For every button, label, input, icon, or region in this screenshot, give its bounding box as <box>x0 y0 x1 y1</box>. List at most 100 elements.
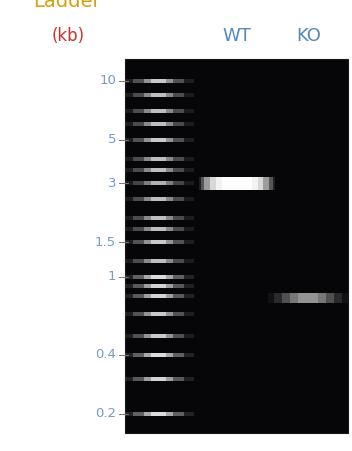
Bar <box>123 275 194 279</box>
Bar <box>133 157 183 161</box>
Text: (kb): (kb) <box>52 27 85 45</box>
Text: 3: 3 <box>108 177 116 190</box>
Bar <box>123 138 194 142</box>
Bar <box>123 79 194 83</box>
Bar <box>290 293 326 303</box>
Bar <box>151 275 166 279</box>
Bar <box>144 157 173 161</box>
Bar <box>144 284 173 288</box>
Bar <box>144 79 173 83</box>
Bar <box>151 294 166 298</box>
Bar <box>151 197 166 201</box>
Bar <box>123 353 194 357</box>
Bar <box>144 197 173 201</box>
Bar <box>123 412 194 416</box>
Bar <box>210 177 263 190</box>
Bar <box>123 284 194 288</box>
Bar <box>151 284 166 288</box>
Bar <box>125 59 348 433</box>
Bar <box>144 240 173 244</box>
Bar <box>282 293 334 303</box>
Bar <box>144 138 173 142</box>
Bar <box>151 412 166 416</box>
Bar <box>144 216 173 220</box>
Bar <box>144 109 173 113</box>
Text: 10: 10 <box>99 74 116 87</box>
Bar <box>221 177 252 190</box>
Bar <box>133 240 183 244</box>
Bar <box>151 109 166 113</box>
Bar <box>151 216 166 220</box>
Bar <box>144 334 173 338</box>
Bar <box>133 377 183 382</box>
Text: WT: WT <box>222 27 251 45</box>
Bar <box>123 334 194 338</box>
Bar <box>151 227 166 231</box>
Bar <box>123 216 194 220</box>
Text: Ladder: Ladder <box>33 0 101 11</box>
Bar <box>151 93 166 97</box>
Bar <box>216 177 258 190</box>
Bar <box>144 275 173 279</box>
Bar <box>144 259 173 263</box>
Bar <box>151 312 166 316</box>
Bar <box>151 79 166 83</box>
Bar <box>151 353 166 357</box>
Bar <box>123 259 194 263</box>
Bar <box>268 293 348 303</box>
Bar <box>133 138 183 142</box>
Bar <box>133 334 183 338</box>
Text: 0.4: 0.4 <box>95 349 116 361</box>
Bar <box>199 177 275 190</box>
Bar <box>144 227 173 231</box>
Bar <box>144 122 173 126</box>
Bar <box>151 259 166 263</box>
Bar <box>144 168 173 172</box>
Bar <box>123 240 194 244</box>
Bar <box>151 168 166 172</box>
Text: 5: 5 <box>108 133 116 147</box>
Text: KO: KO <box>296 27 321 45</box>
Bar <box>201 177 273 190</box>
Bar <box>133 181 183 185</box>
Bar <box>144 93 173 97</box>
Bar <box>133 353 183 357</box>
Bar <box>274 293 342 303</box>
Bar <box>144 353 173 357</box>
Bar <box>144 377 173 382</box>
Bar <box>133 312 183 316</box>
Bar <box>133 122 183 126</box>
Bar <box>123 227 194 231</box>
Bar <box>123 181 194 185</box>
Bar <box>133 168 183 172</box>
Bar <box>229 177 244 190</box>
Bar <box>133 79 183 83</box>
Bar <box>151 122 166 126</box>
Text: 1.5: 1.5 <box>95 236 116 249</box>
Bar <box>151 157 166 161</box>
Bar <box>151 240 166 244</box>
Bar <box>151 181 166 185</box>
Bar <box>133 259 183 263</box>
Bar <box>133 197 183 201</box>
Bar <box>133 294 183 298</box>
Bar <box>123 93 194 97</box>
Bar <box>133 109 183 113</box>
Text: 1: 1 <box>108 271 116 284</box>
Bar <box>151 377 166 382</box>
Bar <box>133 284 183 288</box>
Bar <box>133 93 183 97</box>
Bar <box>151 138 166 142</box>
Bar <box>133 275 183 279</box>
Bar <box>123 377 194 382</box>
Bar <box>298 293 318 303</box>
Bar <box>144 412 173 416</box>
Bar <box>123 294 194 298</box>
Bar <box>123 312 194 316</box>
Text: 0.2: 0.2 <box>95 407 116 420</box>
Bar <box>144 312 173 316</box>
Bar <box>205 177 269 190</box>
Bar <box>151 334 166 338</box>
Bar <box>144 294 173 298</box>
Bar <box>123 109 194 113</box>
